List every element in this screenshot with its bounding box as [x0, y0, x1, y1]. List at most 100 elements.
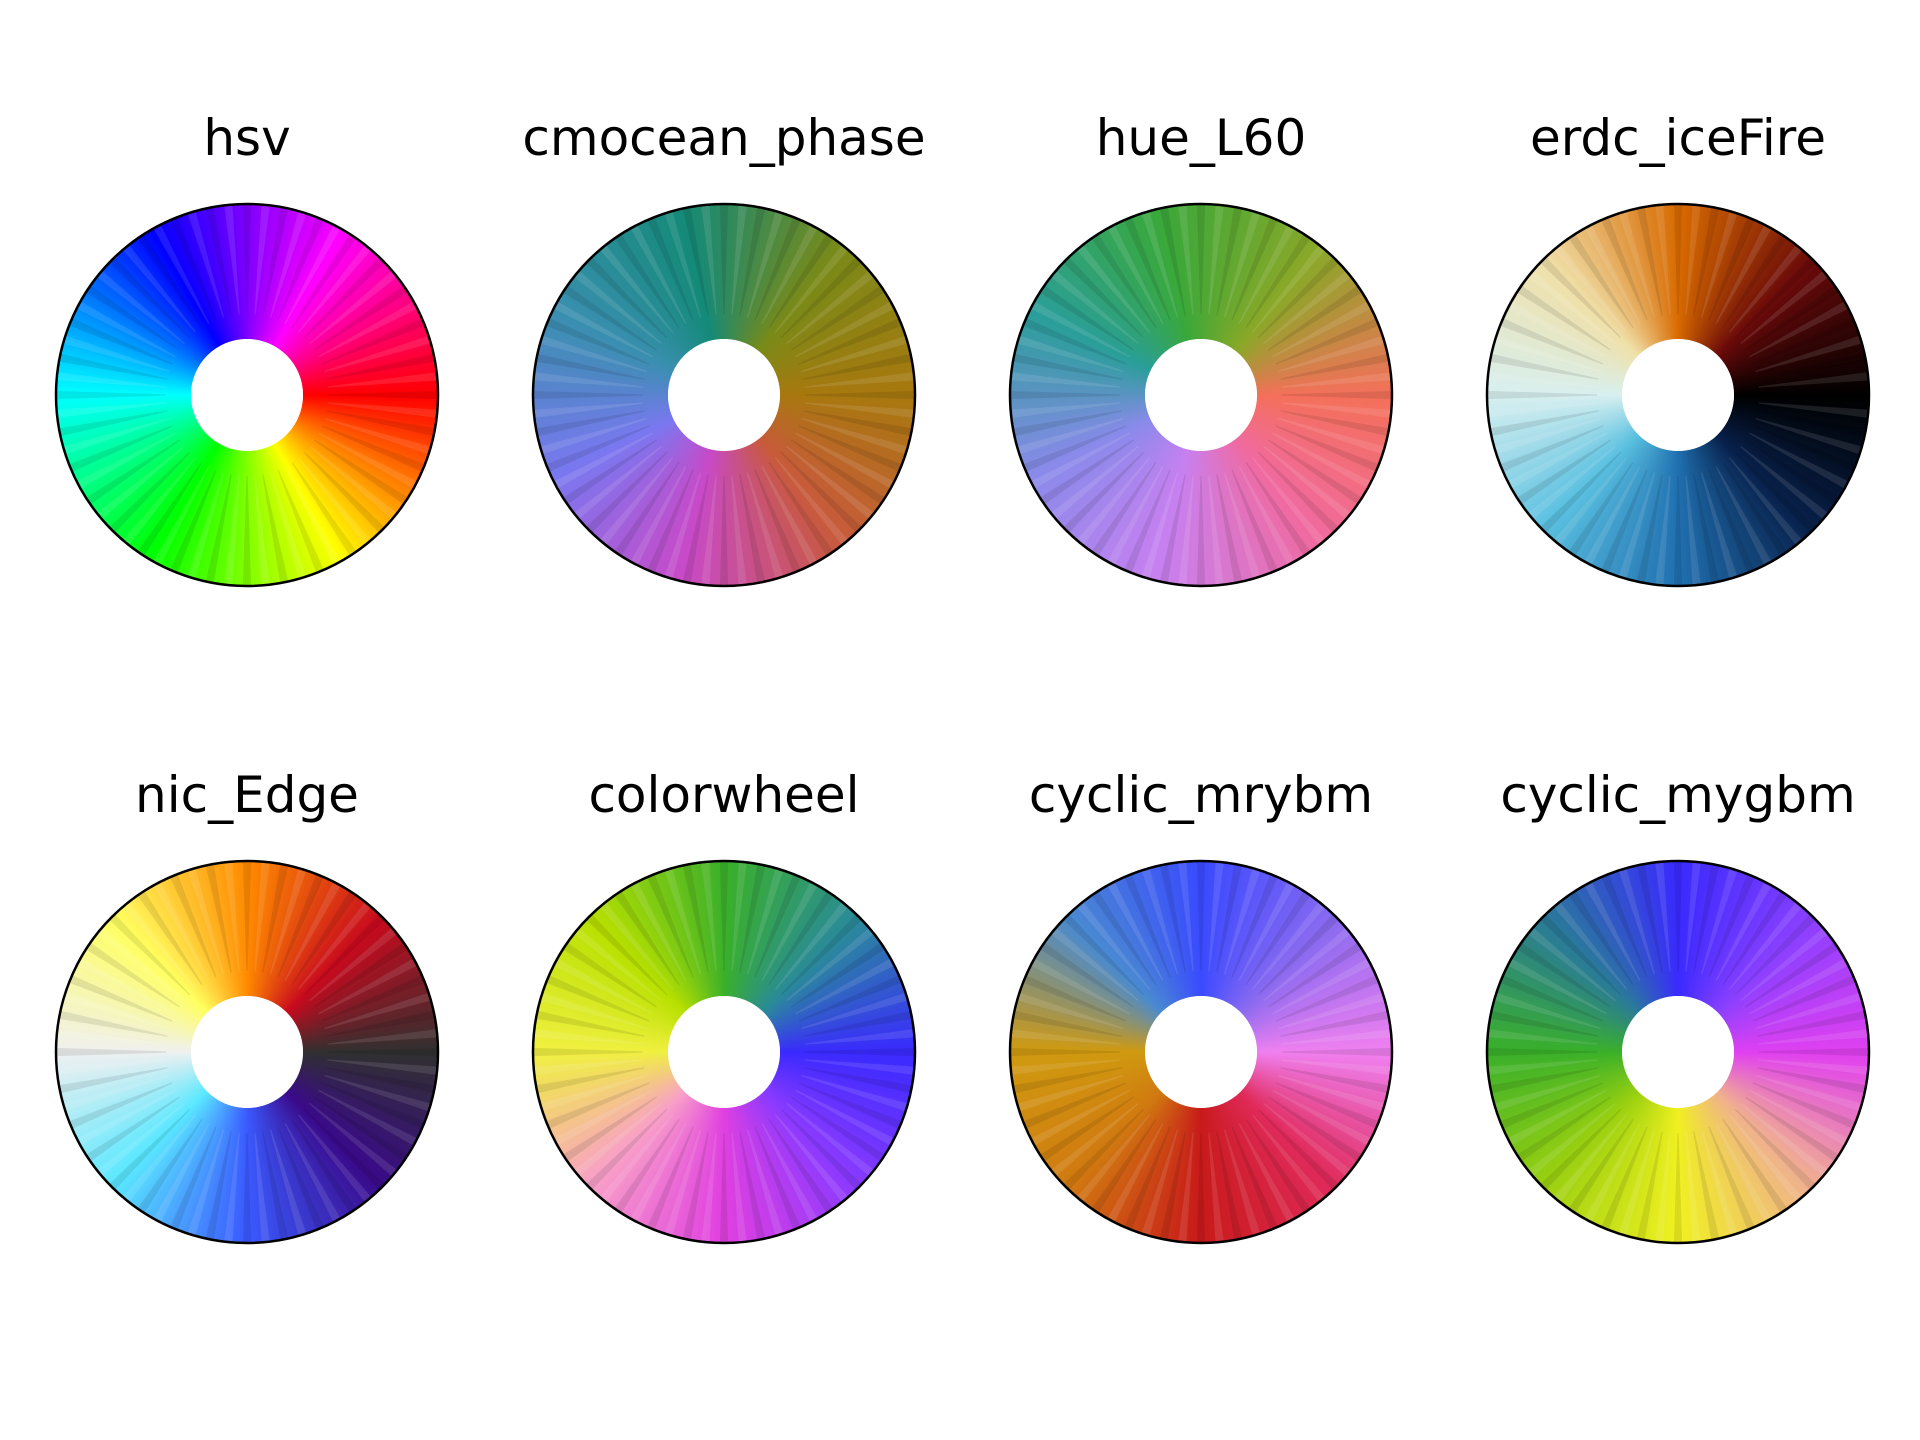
color-segment: [1141, 1105, 1185, 1235]
spoke-streak: [701, 475, 717, 586]
color-segment: [292, 941, 406, 1021]
color-segment: [1487, 377, 1623, 392]
spoke-streak: [1758, 390, 1869, 400]
color-segment: [779, 400, 915, 420]
color-segment: [1525, 276, 1635, 362]
color-segment: [1565, 895, 1647, 1007]
panel-title: hue_L60: [1096, 109, 1307, 167]
color-segment: [1692, 210, 1732, 342]
color-segment: [1238, 909, 1332, 1012]
color-segment: [1596, 445, 1656, 570]
color-segment: [94, 1085, 204, 1171]
color-segment: [763, 1090, 862, 1188]
color-segment: [1554, 246, 1643, 353]
color-segment: [757, 1095, 843, 1205]
center-hole: [668, 339, 780, 451]
spoke-streak: [1568, 1119, 1634, 1214]
color-segment: [283, 1093, 376, 1197]
spoke-streak: [573, 927, 662, 1002]
spoke-texture: [533, 861, 915, 1243]
color-segment: [1030, 961, 1152, 1027]
color-segment: [1244, 1085, 1354, 1171]
color-segment: [1487, 374, 1623, 391]
color-segment: [1523, 1084, 1634, 1168]
spoke-streak: [1238, 466, 1295, 566]
color-segment: [59, 1011, 193, 1042]
spoke-streak: [768, 890, 834, 985]
color-segment: [109, 1090, 208, 1188]
color-segment: [1584, 443, 1652, 565]
color-segment: [593, 1092, 687, 1195]
color-segment: [773, 1076, 897, 1140]
color-segment: [1581, 1100, 1652, 1220]
color-segment: [302, 402, 437, 426]
color-segment: [92, 427, 203, 511]
color-segment: [1644, 450, 1670, 584]
color-segment: [1023, 976, 1150, 1032]
color-segment: [750, 882, 818, 1004]
color-segment: [290, 1086, 398, 1173]
color-segment: [1709, 1097, 1791, 1209]
color-segment: [1228, 229, 1301, 348]
color-segment: [1190, 1107, 1200, 1243]
color-segment: [1712, 438, 1799, 546]
color-segment: [1535, 432, 1638, 526]
color-segment: [102, 1088, 206, 1181]
color-segment: [611, 238, 693, 350]
color-segment: [541, 992, 671, 1036]
color-segment: [581, 432, 684, 526]
color-segment: [731, 205, 755, 340]
color-segment: [249, 204, 262, 340]
color-segment: [1134, 447, 1183, 576]
spoke-streak: [804, 402, 915, 418]
spoke-streak: [96, 445, 185, 520]
color-segment: [1038, 424, 1155, 500]
spoke-streak: [786, 927, 875, 1002]
color-segment: [775, 414, 903, 468]
spoke-streak: [562, 1096, 657, 1162]
spoke-streak: [739, 863, 766, 973]
color-segment: [1605, 1103, 1659, 1231]
spoke-streak: [573, 445, 662, 520]
color-segment: [613, 893, 693, 1007]
color-segment: [64, 335, 194, 379]
spoke-streak: [1722, 1119, 1788, 1214]
color-segment: [257, 207, 288, 341]
color-segment: [300, 410, 431, 452]
color-segment: [1065, 914, 1163, 1013]
color-segment: [273, 225, 341, 347]
color-segment: [762, 914, 860, 1013]
color-segment: [285, 911, 381, 1012]
color-segment: [593, 252, 687, 355]
panel-title: hsv: [203, 109, 290, 167]
color-segment: [778, 407, 911, 442]
color-segment: [622, 1099, 696, 1217]
color-segment: [1075, 905, 1166, 1010]
color-segment: [651, 446, 705, 574]
color-segment: [1035, 295, 1154, 368]
color-segment: [733, 863, 762, 998]
color-segment: [1521, 1083, 1633, 1165]
color-segment: [755, 440, 835, 554]
color-segment: [1733, 400, 1869, 420]
color-segment: [1067, 435, 1163, 536]
color-segment: [1211, 864, 1242, 998]
spoke-streak: [1091, 1119, 1157, 1214]
color-segment: [284, 435, 378, 538]
color-segment: [1245, 427, 1356, 511]
color-segment: [291, 279, 402, 363]
color-segment: [1634, 1106, 1667, 1239]
color-segment: [1690, 208, 1725, 341]
color-segment: [755, 1097, 837, 1209]
color-segment: [1244, 1086, 1352, 1173]
color-segment: [605, 242, 691, 352]
spoke-streak: [761, 881, 818, 981]
spoke-streak: [1050, 1102, 1139, 1177]
color-segment: [126, 1095, 213, 1203]
color-segment: [1014, 348, 1147, 383]
wheel-outline: [531, 202, 917, 588]
color-segment: [272, 881, 338, 1003]
color-segment: [1716, 911, 1812, 1012]
color-segment: [739, 211, 781, 342]
color-segment: [1247, 424, 1364, 500]
